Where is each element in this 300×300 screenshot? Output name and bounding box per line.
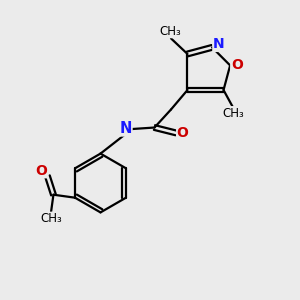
Text: O: O [35,164,47,178]
Text: CH₃: CH₃ [222,106,244,120]
Text: N: N [120,121,132,136]
Text: H: H [119,122,129,135]
Text: O: O [177,126,189,140]
Text: CH₃: CH₃ [160,25,181,38]
Text: O: O [231,58,243,72]
Text: N: N [213,38,224,51]
Text: CH₃: CH₃ [40,212,62,225]
